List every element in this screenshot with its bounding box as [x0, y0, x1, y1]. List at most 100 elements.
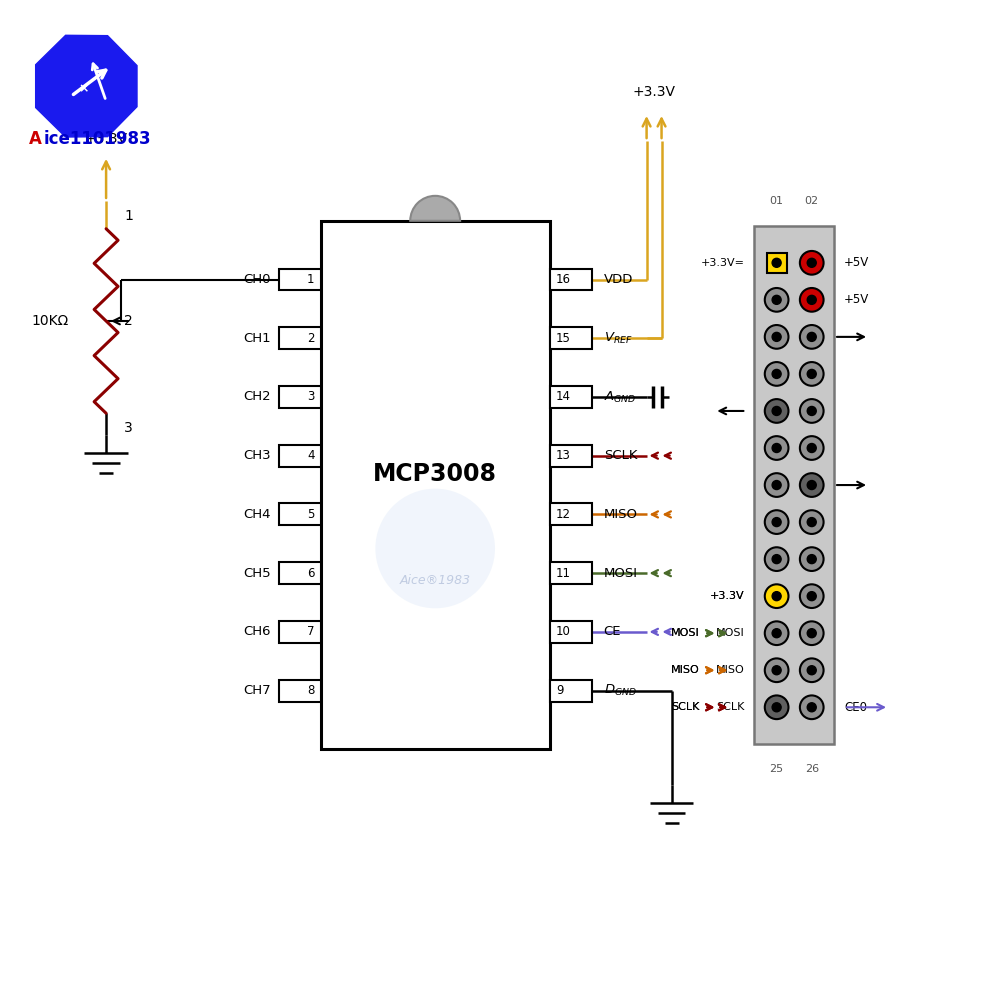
Circle shape: [772, 666, 781, 675]
Bar: [321, 221, 550, 749]
Circle shape: [765, 695, 788, 719]
Text: 9: 9: [556, 684, 563, 697]
Circle shape: [800, 288, 824, 312]
Text: 1: 1: [124, 209, 133, 223]
Text: 26: 26: [805, 764, 819, 774]
Circle shape: [772, 555, 781, 564]
Bar: [754, 226, 834, 744]
Text: 13: 13: [556, 449, 571, 462]
Bar: [279, 386, 321, 408]
Circle shape: [772, 443, 781, 453]
Text: +5V: +5V: [844, 293, 869, 306]
Circle shape: [375, 489, 495, 608]
Bar: [279, 562, 321, 584]
Circle shape: [772, 703, 781, 712]
Text: $A_{GND}$: $A_{GND}$: [604, 389, 636, 405]
Bar: [279, 327, 321, 349]
Circle shape: [807, 481, 816, 490]
Bar: [550, 562, 592, 584]
Text: +3.3V=: +3.3V=: [700, 258, 744, 268]
Circle shape: [772, 629, 781, 638]
Text: 01: 01: [770, 196, 784, 206]
Text: SCLK: SCLK: [604, 449, 637, 462]
Circle shape: [807, 592, 816, 601]
Text: CH5: CH5: [243, 567, 271, 580]
Text: 1: 1: [307, 273, 315, 286]
Text: 14: 14: [556, 390, 571, 403]
Text: MOSI: MOSI: [604, 567, 638, 580]
Text: SCLK: SCLK: [671, 702, 699, 712]
Circle shape: [772, 258, 781, 267]
Text: VDD: VDD: [604, 273, 633, 286]
Text: +3.3V: +3.3V: [710, 591, 744, 601]
Circle shape: [807, 703, 816, 712]
Text: 10: 10: [556, 625, 571, 638]
Text: CE0: CE0: [844, 701, 867, 714]
Bar: [279, 621, 321, 643]
Text: 4: 4: [307, 449, 315, 462]
Text: A: A: [29, 130, 42, 148]
Text: CH0: CH0: [243, 273, 271, 286]
Text: 16: 16: [556, 273, 571, 286]
Text: +3.3V: +3.3V: [633, 85, 676, 99]
Bar: [279, 680, 321, 702]
Circle shape: [772, 481, 781, 490]
Text: ×: ×: [79, 83, 89, 96]
Text: CH4: CH4: [243, 508, 271, 521]
Circle shape: [807, 555, 816, 564]
Circle shape: [765, 621, 788, 645]
Circle shape: [800, 251, 824, 275]
Bar: [550, 503, 592, 525]
Text: Aice®1983: Aice®1983: [400, 574, 471, 587]
Circle shape: [800, 621, 824, 645]
Text: 3: 3: [307, 390, 315, 403]
Circle shape: [807, 406, 816, 415]
Circle shape: [765, 288, 788, 312]
Text: $V_{REF}$: $V_{REF}$: [604, 331, 633, 346]
Bar: [279, 445, 321, 467]
Text: MOSI: MOSI: [716, 628, 744, 638]
Circle shape: [800, 510, 824, 534]
Text: CH7: CH7: [243, 684, 271, 697]
Text: 7: 7: [307, 625, 315, 638]
Text: 10KΩ: 10KΩ: [31, 314, 68, 328]
Circle shape: [772, 332, 781, 341]
Circle shape: [800, 473, 824, 497]
Text: MISO: MISO: [716, 665, 744, 675]
Circle shape: [800, 658, 824, 682]
Circle shape: [772, 518, 781, 527]
Text: 12: 12: [556, 508, 571, 521]
Text: CH3: CH3: [243, 449, 271, 462]
Polygon shape: [36, 35, 137, 137]
Text: CH2: CH2: [243, 390, 271, 403]
Circle shape: [765, 473, 788, 497]
Text: MISO: MISO: [604, 508, 638, 521]
Text: 5: 5: [307, 508, 315, 521]
Circle shape: [800, 584, 824, 608]
Circle shape: [772, 295, 781, 304]
Text: 6: 6: [307, 567, 315, 580]
Text: 2: 2: [307, 332, 315, 345]
Text: CH6: CH6: [243, 625, 271, 638]
Circle shape: [765, 510, 788, 534]
Text: +5V: +5V: [844, 256, 869, 269]
Text: 3: 3: [124, 421, 133, 435]
Text: 11: 11: [556, 567, 571, 580]
Text: ice1101983: ice1101983: [43, 130, 151, 148]
Circle shape: [765, 325, 788, 349]
Circle shape: [807, 295, 816, 304]
Circle shape: [807, 666, 816, 675]
Bar: [550, 269, 592, 290]
Text: SCLK: SCLK: [716, 702, 744, 712]
Circle shape: [800, 399, 824, 423]
Circle shape: [765, 547, 788, 571]
Bar: [550, 680, 592, 702]
Text: MISO: MISO: [671, 665, 699, 675]
Bar: [279, 269, 321, 290]
Bar: [550, 327, 592, 349]
Text: +3.3V: +3.3V: [710, 591, 744, 601]
Text: 25: 25: [770, 764, 784, 774]
Text: CE: CE: [604, 625, 621, 638]
Bar: [767, 253, 787, 273]
Circle shape: [800, 362, 824, 386]
